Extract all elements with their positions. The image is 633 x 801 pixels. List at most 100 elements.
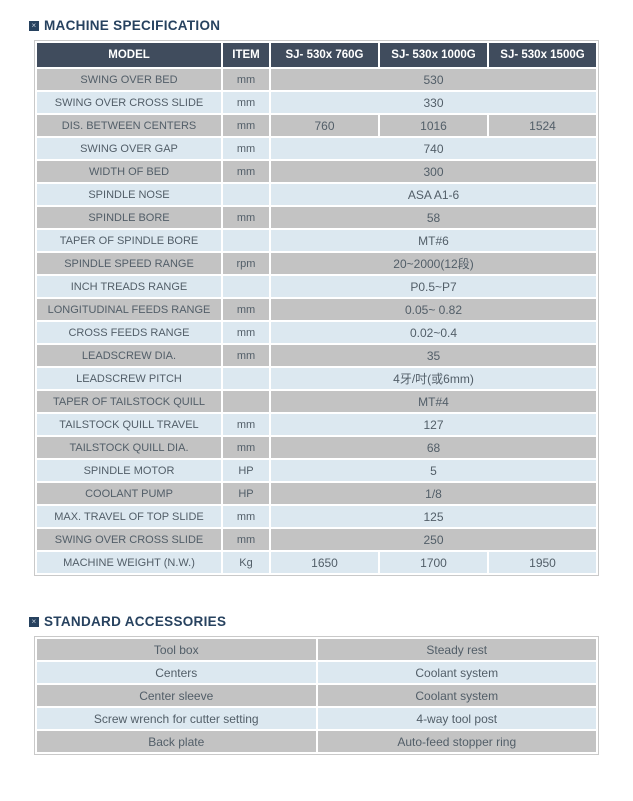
- spec-table-row: LONGITUDINAL FEEDS RANGE mm 0.05~ 0.82: [37, 299, 596, 320]
- item-unit-cell: rpm: [223, 253, 269, 274]
- item-unit-cell: mm: [223, 69, 269, 90]
- value-cell: 330: [271, 92, 596, 113]
- section-accessories-title: × STANDARD ACCESSORIES: [29, 614, 633, 629]
- item-unit-cell: [223, 391, 269, 412]
- value-cell: 5: [271, 460, 596, 481]
- spec-table-row: LEADSCREW PITCH 4牙/吋(或6mm): [37, 368, 596, 389]
- value-cell: MT#4: [271, 391, 596, 412]
- item-unit-cell: mm: [223, 115, 269, 136]
- spec-table-row: TAILSTOCK QUILL TRAVEL mm 127: [37, 414, 596, 435]
- accessories-title-text: STANDARD ACCESSORIES: [44, 614, 227, 629]
- accessories-table: Tool box Steady rest Centers Coolant system…: [34, 636, 599, 755]
- value-cell: 4牙/吋(或6mm): [271, 368, 596, 389]
- column-header-2: SJ- 530x 760G: [271, 43, 378, 67]
- item-unit-cell: [223, 368, 269, 389]
- spec-table-row: INCH TREADS RANGE P0.5~P7: [37, 276, 596, 297]
- model-cell: SPINDLE BORE: [37, 207, 221, 228]
- value-cell: MT#6: [271, 230, 596, 251]
- item-unit-cell: [223, 230, 269, 251]
- item-unit-cell: [223, 276, 269, 297]
- value-cell: 0.02~0.4: [271, 322, 596, 343]
- accessory-row: Centers Coolant system: [37, 662, 596, 683]
- item-unit-cell: mm: [223, 92, 269, 113]
- value-cell: 20~2000(12段): [271, 253, 596, 274]
- value-cell: 530: [271, 69, 596, 90]
- model-cell: MAX. TRAVEL OF TOP SLIDE: [37, 506, 221, 527]
- accessory-cell: Center sleeve: [37, 685, 316, 706]
- spec-table-row: MACHINE WEIGHT (N.W.) Kg 1650 1700 1950: [37, 552, 596, 573]
- model-cell: LONGITUDINAL FEEDS RANGE: [37, 299, 221, 320]
- model-cell: INCH TREADS RANGE: [37, 276, 221, 297]
- accessory-cell: 4-way tool post: [317, 708, 596, 729]
- value-cell: P0.5~P7: [271, 276, 596, 297]
- spec-table-row: SPINDLE NOSE ASA A1-6: [37, 184, 596, 205]
- value-cell: 740: [271, 138, 596, 159]
- value-cell: 125: [271, 506, 596, 527]
- accessory-cell: Screw wrench for cutter setting: [37, 708, 316, 729]
- model-cell: DIS. BETWEEN CENTERS: [37, 115, 221, 136]
- spec-table-row: SPINDLE BORE mm 58: [37, 207, 596, 228]
- section-machine-spec-title: × MACHINE SPECIFICATION: [29, 0, 633, 33]
- accessory-row: Tool box Steady rest: [37, 639, 596, 660]
- model-cell: WIDTH OF BED: [37, 161, 221, 182]
- model-cell: LEADSCREW PITCH: [37, 368, 221, 389]
- value-cell: 35: [271, 345, 596, 366]
- item-unit-cell: mm: [223, 161, 269, 182]
- accessory-row: Screw wrench for cutter setting 4-way too…: [37, 708, 596, 729]
- spec-table-body: SWING OVER BED mm 530 SWING OVER CROSS SLID…: [37, 69, 596, 573]
- accessory-row: Center sleeve Coolant system: [37, 685, 596, 706]
- value-cell: 58: [271, 207, 596, 228]
- spec-table-row: DIS. BETWEEN CENTERS mm 760 1016 1524: [37, 115, 596, 136]
- value-cell: 1700: [380, 552, 487, 573]
- spec-table-row: TAPER OF SPINDLE BORE MT#6: [37, 230, 596, 251]
- model-cell: SPINDLE SPEED RANGE: [37, 253, 221, 274]
- model-cell: TAPER OF TAILSTOCK QUILL: [37, 391, 221, 412]
- accessory-cell: Centers: [37, 662, 316, 683]
- model-cell: TAILSTOCK QUILL TRAVEL: [37, 414, 221, 435]
- column-header-1: ITEM: [223, 43, 269, 67]
- machine-spec-table: MODEL ITEM SJ- 530x 760G SJ- 530x 1000G SJ- …: [34, 40, 599, 576]
- value-cell: 68: [271, 437, 596, 458]
- item-unit-cell: mm: [223, 529, 269, 550]
- item-unit-cell: mm: [223, 299, 269, 320]
- item-unit-cell: mm: [223, 138, 269, 159]
- value-cell: 1524: [489, 115, 596, 136]
- value-cell: 0.05~ 0.82: [271, 299, 596, 320]
- model-cell: COOLANT PUMP: [37, 483, 221, 504]
- spec-table-row: COOLANT PUMP HP 1/8: [37, 483, 596, 504]
- spec-table-row: CROSS FEEDS RANGE mm 0.02~0.4: [37, 322, 596, 343]
- model-cell: TAILSTOCK QUILL DIA.: [37, 437, 221, 458]
- accessory-cell: Back plate: [37, 731, 316, 752]
- spec-table-row: TAPER OF TAILSTOCK QUILL MT#4: [37, 391, 596, 412]
- spec-table-row: SWING OVER BED mm 530: [37, 69, 596, 90]
- model-cell: LEADSCREW DIA.: [37, 345, 221, 366]
- accessories-table-body: Tool box Steady rest Centers Coolant system…: [37, 639, 596, 752]
- bullet-square-icon: ×: [29, 616, 39, 627]
- value-cell: ASA A1-6: [271, 184, 596, 205]
- spec-header-row: MODEL ITEM SJ- 530x 760G SJ- 530x 1000G SJ- …: [37, 43, 596, 67]
- bullet-square-icon: ×: [29, 20, 39, 31]
- model-cell: SWING OVER CROSS SLIDE: [37, 92, 221, 113]
- column-header-4: SJ- 530x 1500G: [489, 43, 596, 67]
- value-cell: 760: [271, 115, 378, 136]
- item-unit-cell: HP: [223, 483, 269, 504]
- value-cell: 1650: [271, 552, 378, 573]
- model-cell: SWING OVER BED: [37, 69, 221, 90]
- value-cell: 300: [271, 161, 596, 182]
- item-unit-cell: mm: [223, 207, 269, 228]
- value-cell: 1/8: [271, 483, 596, 504]
- accessory-cell: Auto-feed stopper ring: [317, 731, 596, 752]
- accessory-row: Back plate Auto-feed stopper ring: [37, 731, 596, 752]
- item-unit-cell: mm: [223, 414, 269, 435]
- accessory-cell: Coolant system: [317, 662, 596, 683]
- spec-table-row: WIDTH OF BED mm 300: [37, 161, 596, 182]
- spec-table-row: MAX. TRAVEL OF TOP SLIDE mm 125: [37, 506, 596, 527]
- item-unit-cell: [223, 184, 269, 205]
- model-cell: SPINDLE MOTOR: [37, 460, 221, 481]
- model-cell: SWING OVER GAP: [37, 138, 221, 159]
- accessory-cell: Steady rest: [317, 639, 596, 660]
- value-cell: 1950: [489, 552, 596, 573]
- spec-table-row: SWING OVER CROSS SLIDE mm 250: [37, 529, 596, 550]
- column-header-3: SJ- 530x 1000G: [380, 43, 487, 67]
- spec-table-row: SPINDLE MOTOR HP 5: [37, 460, 596, 481]
